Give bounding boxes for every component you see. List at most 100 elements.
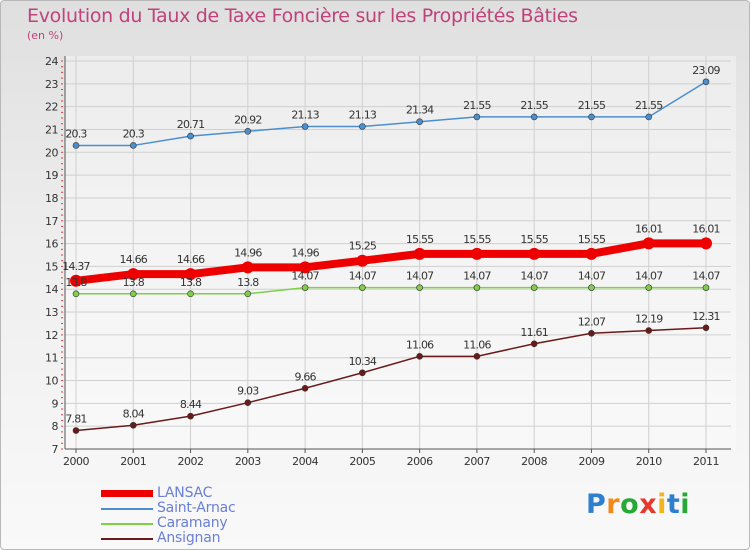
x-tick-label: 2009	[578, 455, 604, 468]
data-point-ansignan	[530, 340, 538, 348]
data-point-saint-arnac	[645, 113, 653, 121]
data-point-saint-arnac	[359, 123, 366, 130]
data-label-caramany: 14.07	[635, 270, 663, 283]
data-point-lansac	[241, 261, 254, 274]
data-point-ansignan	[702, 324, 710, 332]
data-label-saint-arnac: 21.55	[463, 99, 491, 112]
data-label-lansac: 15.55	[578, 233, 606, 246]
data-label-caramany: 14.07	[463, 270, 491, 283]
data-label-caramany: 13.8	[237, 276, 259, 289]
data-point-ansignan	[72, 427, 80, 434]
legend-swatch	[101, 508, 153, 510]
chart-title: Evolution du Taux de Taxe Foncière sur l…	[27, 5, 578, 27]
y-tick-label: 8	[52, 420, 59, 433]
y-tick-label: 7	[52, 443, 59, 456]
data-point-caramany	[530, 284, 538, 291]
data-label-saint-arnac: 20.92	[234, 113, 262, 126]
data-point-ansignan	[588, 329, 595, 337]
x-tick-label: 2011	[693, 455, 719, 468]
data-point-saint-arnac	[473, 113, 481, 121]
data-label-saint-arnac: 21.13	[291, 109, 319, 122]
data-label-lansac: 15.55	[463, 233, 491, 246]
y-tick-label: 20	[45, 146, 58, 159]
y-tick-label: 12	[45, 329, 58, 342]
data-label-saint-arnac: 21.55	[520, 99, 548, 112]
legend-swatch	[101, 538, 153, 540]
data-label-lansac: 14.66	[177, 253, 205, 266]
data-point-saint-arnac	[301, 123, 309, 130]
logo-letter: o	[620, 489, 640, 520]
data-point-lansac	[356, 254, 369, 267]
x-tick-label: 2000	[63, 455, 89, 468]
data-point-lansac	[299, 261, 312, 274]
y-tick-label: 19	[45, 169, 58, 182]
logo-letter: r	[606, 489, 621, 520]
data-point-ansignan	[244, 399, 252, 406]
data-point-caramany	[244, 290, 252, 298]
data-point-saint-arnac	[72, 142, 80, 149]
series-line-caramany	[75, 286, 707, 295]
data-label-caramany: 14.07	[406, 270, 434, 283]
data-point-lansac	[127, 268, 140, 281]
y-tick-label: 24	[45, 55, 58, 68]
data-point-caramany	[187, 290, 194, 298]
data-point-ansignan	[301, 384, 309, 392]
data-label-caramany: 13.8	[65, 276, 87, 289]
y-tick-label: 16	[45, 238, 58, 251]
data-point-lansac	[413, 247, 426, 260]
y-tick-label: 17	[45, 215, 58, 228]
data-label-lansac: 14.66	[120, 253, 148, 266]
legend-swatch	[101, 523, 153, 525]
data-label-ansignan: 10.34	[349, 355, 377, 368]
data-label-ansignan: 8.44	[180, 398, 202, 411]
data-label-saint-arnac: 21.55	[578, 99, 606, 112]
legend-label: Ansignan	[157, 530, 221, 546]
y-tick-label: 21	[45, 123, 58, 136]
data-point-lansac	[184, 268, 197, 281]
data-label-saint-arnac: 21.34	[406, 104, 434, 117]
data-label-ansignan: 7.81	[65, 413, 86, 426]
data-label-ansignan: 11.06	[406, 338, 434, 351]
x-tick-label: 2003	[235, 455, 261, 468]
data-label-saint-arnac: 20.3	[123, 127, 145, 140]
data-point-caramany	[702, 284, 710, 291]
data-label-saint-arnac: 23.09	[692, 64, 720, 77]
data-point-ansignan	[129, 421, 137, 429]
legend-label: LANSAC	[157, 485, 213, 501]
data-point-caramany	[588, 284, 595, 291]
data-label-lansac: 14.96	[234, 246, 262, 259]
data-label-ansignan: 8.04	[123, 407, 145, 420]
x-tick-label: 2001	[120, 455, 146, 468]
data-label-ansignan: 12.19	[635, 313, 663, 326]
data-point-caramany	[359, 284, 366, 291]
data-label-ansignan: 11.06	[463, 338, 491, 351]
data-point-saint-arnac	[588, 113, 595, 121]
data-label-saint-arnac: 20.3	[65, 127, 87, 140]
data-point-caramany	[129, 290, 137, 298]
logo-letter: P	[586, 489, 607, 520]
logo-letter: x	[639, 489, 658, 520]
data-point-lansac	[585, 247, 598, 260]
data-label-lansac: 14.96	[291, 246, 319, 259]
x-tick-label: 2007	[464, 455, 490, 468]
data-label-caramany: 13.8	[123, 276, 145, 289]
data-label-caramany: 14.07	[578, 270, 606, 283]
legend-label: Saint-Arnac	[157, 500, 236, 516]
data-point-saint-arnac	[187, 132, 194, 140]
data-label-caramany: 14.07	[349, 270, 377, 283]
y-tick-label: 22	[45, 101, 58, 114]
data-label-caramany: 14.07	[692, 270, 720, 283]
data-label-ansignan: 12.07	[578, 315, 606, 328]
y-tick-label: 23	[45, 78, 58, 91]
data-point-ansignan	[416, 353, 423, 360]
data-point-ansignan	[359, 369, 366, 377]
data-point-lansac	[528, 247, 541, 260]
data-label-caramany: 14.07	[520, 270, 548, 283]
data-label-ansignan: 9.66	[294, 370, 316, 383]
data-point-lansac	[700, 237, 712, 250]
y-tick-label: 14	[45, 283, 58, 296]
logo-letter: i	[680, 489, 691, 520]
data-label-lansac: 15.55	[520, 233, 548, 246]
logo-letter: t	[666, 489, 681, 520]
data-point-caramany	[645, 284, 653, 291]
